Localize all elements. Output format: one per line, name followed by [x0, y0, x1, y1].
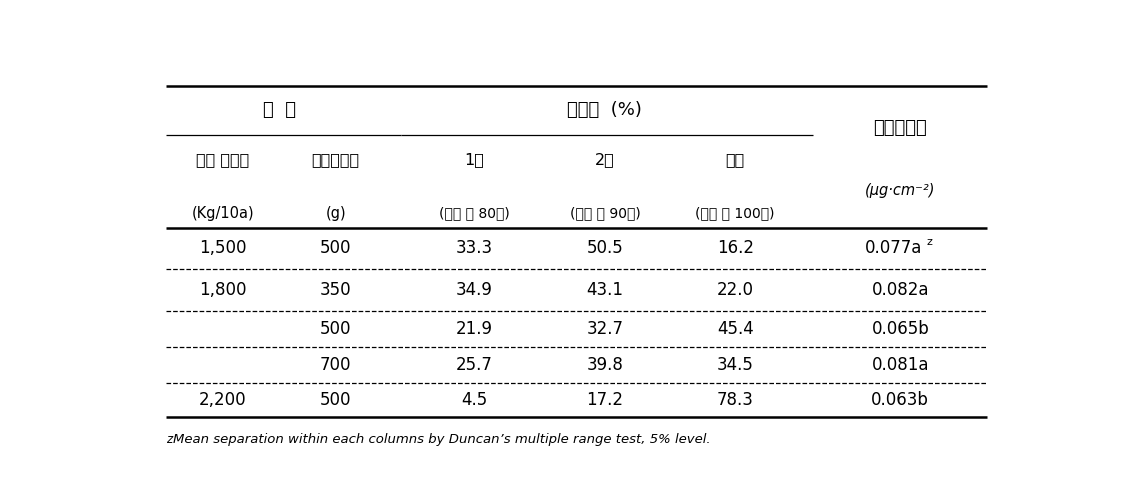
Text: 25.7: 25.7 [456, 356, 493, 374]
Text: 1차: 1차 [465, 153, 484, 167]
Text: 수확률  (%): 수확률 (%) [567, 101, 642, 119]
Text: 16.2: 16.2 [716, 240, 753, 257]
Text: 500: 500 [319, 391, 351, 409]
Text: 안토시아닌: 안토시아닌 [873, 119, 927, 137]
Text: 43.1: 43.1 [586, 281, 623, 299]
Text: 0.065b: 0.065b [871, 320, 929, 338]
Text: 350: 350 [319, 281, 351, 299]
Text: 0.077a: 0.077a [864, 240, 923, 257]
Text: 치  리: 치 리 [262, 101, 296, 119]
Text: 2,200: 2,200 [198, 391, 247, 409]
Text: 700: 700 [319, 356, 351, 374]
Text: 0.063b: 0.063b [871, 391, 929, 409]
Text: 0.082a: 0.082a [871, 281, 929, 299]
Text: 39.8: 39.8 [586, 356, 623, 374]
Text: z: z [166, 433, 173, 446]
Text: 22.0: 22.0 [716, 281, 753, 299]
Text: (만개 후 80일): (만개 후 80일) [439, 207, 510, 221]
Text: Mean separation within each columns by Duncan’s multiple range test, 5% level.: Mean separation within each columns by D… [173, 433, 711, 446]
Text: 34.5: 34.5 [716, 356, 753, 374]
Text: (만개 후 100일): (만개 후 100일) [695, 207, 775, 221]
Text: 45.4: 45.4 [716, 320, 753, 338]
Text: 1,500: 1,500 [198, 240, 247, 257]
Text: z: z [926, 237, 932, 246]
Text: 32.7: 32.7 [586, 320, 623, 338]
Text: (g): (g) [325, 206, 346, 221]
Text: (μg·cm⁻²): (μg·cm⁻²) [865, 183, 936, 198]
Text: 500: 500 [319, 320, 351, 338]
Text: 최종: 최종 [725, 153, 744, 167]
Text: 목표 생산량: 목표 생산량 [196, 153, 249, 167]
Text: 34.9: 34.9 [456, 281, 493, 299]
Text: 21.9: 21.9 [456, 320, 493, 338]
Text: 0.081a: 0.081a [871, 356, 929, 374]
Text: 33.3: 33.3 [456, 240, 493, 257]
Text: 목표과방중: 목표과방중 [312, 153, 360, 167]
Text: 78.3: 78.3 [716, 391, 753, 409]
Text: 500: 500 [319, 240, 351, 257]
Text: 17.2: 17.2 [586, 391, 623, 409]
Text: 4.5: 4.5 [462, 391, 488, 409]
Text: 1,800: 1,800 [198, 281, 247, 299]
Text: (Kg/10a): (Kg/10a) [192, 206, 254, 221]
Text: 2차: 2차 [595, 153, 614, 167]
Text: 50.5: 50.5 [586, 240, 623, 257]
Text: (만개 후 90일): (만개 후 90일) [569, 207, 640, 221]
